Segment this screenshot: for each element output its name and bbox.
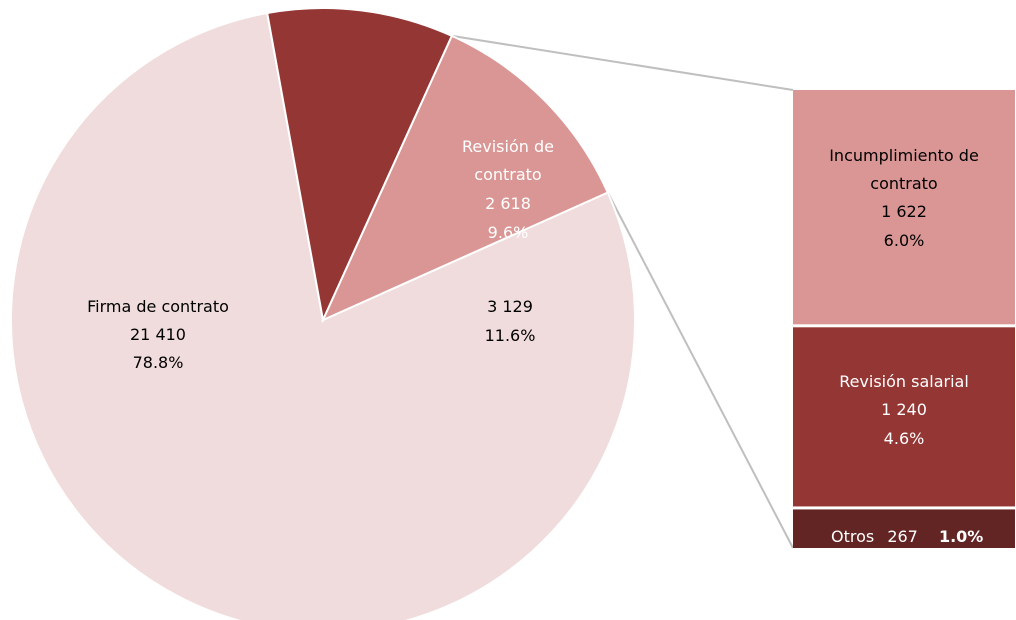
pie-label-firma-de-contrato: Firma de contrato 21 410 78.8% <box>87 297 229 372</box>
bar-segment-revision-salarial <box>793 327 1015 507</box>
bar-label-otros-percent: 1.0% <box>939 527 983 546</box>
bar-label-otros-text: Otros 267 1.0% <box>831 527 983 546</box>
pie-label-otros-group-percent: 11.6% <box>485 326 536 345</box>
pie-label-firma-value: 21 410 <box>130 325 186 344</box>
pie-label-revision-de-contrato: Revisión de contrato 2 618 9.6% <box>462 137 554 242</box>
pie-slice-firma-de-contrato <box>10 11 636 620</box>
bar-label-incumplimiento-name-line1: Incumplimiento de <box>829 146 979 165</box>
bar-label-salarial-value: 1 240 <box>881 400 927 419</box>
bar-label-salarial-percent: 4.6% <box>884 429 925 448</box>
pie-label-otros-group: 3 129 11.6% <box>485 297 536 345</box>
pie-slice-revision-de-contrato <box>266 7 454 324</box>
pie-label-revision-value: 2 618 <box>485 194 531 213</box>
bar-label-revision-salarial: Revisión salarial 1 240 4.6% <box>839 372 969 448</box>
breakdown-bar <box>793 90 1015 548</box>
bar-label-incumplimiento-value: 1 622 <box>881 202 927 221</box>
pie-label-revision-name-line2: contrato <box>474 165 541 184</box>
bar-label-incumplimiento-name-line2: contrato <box>870 174 937 193</box>
pie <box>10 7 636 620</box>
bar-label-incumplimiento: Incumplimiento de contrato 1 622 6.0% <box>829 146 979 250</box>
pie-label-revision-name-line1: Revisión de <box>462 137 554 156</box>
pie-label-otros-group-value: 3 129 <box>487 297 533 316</box>
bar-labels: Incumplimiento de contrato 1 622 6.0% Re… <box>829 146 983 546</box>
pie-label-firma-percent: 78.8% <box>133 353 184 372</box>
bar-segment-otros <box>793 509 1015 548</box>
connector-line-bottom <box>606 192 794 549</box>
bar-label-salarial-name: Revisión salarial <box>839 372 969 391</box>
bar-label-otros: Otros 267 1.0% <box>831 527 983 546</box>
pie-slice-otros-group <box>320 34 610 322</box>
bar-label-otros-name: Otros <box>831 527 874 546</box>
bar-segment-incumplimiento-de-contrato <box>793 90 1015 325</box>
pie-label-revision-percent: 9.6% <box>488 223 529 242</box>
bar-label-incumplimiento-percent: 6.0% <box>884 231 925 250</box>
pie-label-firma-name: Firma de contrato <box>87 297 229 316</box>
pie-labels: Firma de contrato 21 410 78.8% Revisión … <box>87 137 554 372</box>
bar-label-otros-value: 267 <box>887 527 918 546</box>
connector-line-top <box>451 34 794 91</box>
connector-lines <box>451 34 794 549</box>
